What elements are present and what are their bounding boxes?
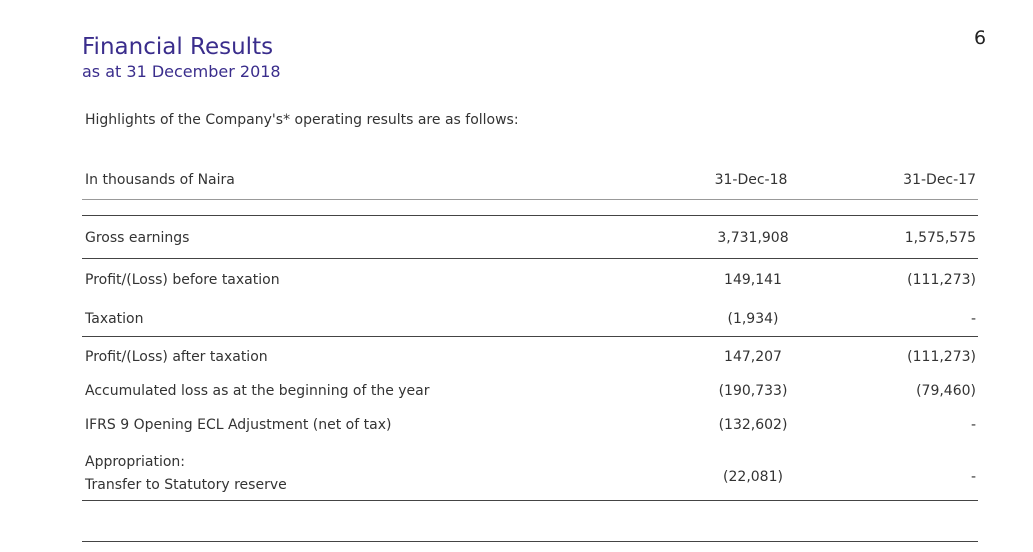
row-label: Transfer to Statutory reserve — [85, 477, 287, 493]
column-header: In thousands of Naira — [85, 172, 235, 188]
row-label: IFRS 9 Opening ECL Adjustment (net of ta… — [85, 417, 392, 433]
row-label: Taxation — [85, 311, 144, 327]
title: Financial Results — [82, 34, 274, 60]
cell-value: - — [970, 469, 976, 485]
row-label: Appropriation: — [85, 454, 186, 470]
divider — [82, 500, 978, 501]
subtitle: as at 31 December 2018 — [82, 62, 281, 81]
cell-value: 1,575,575 — [904, 230, 976, 246]
divider — [82, 215, 978, 216]
cell-value: 149,141 — [724, 272, 782, 288]
cell-value: (79,460) — [916, 383, 976, 399]
divider — [82, 336, 978, 337]
row-label: Gross earnings — [85, 230, 190, 246]
cell-value: (190,733) — [718, 383, 788, 399]
divider — [82, 199, 978, 200]
divider — [82, 541, 978, 542]
page-number: 6 — [974, 27, 987, 49]
divider — [82, 258, 978, 259]
cell-value: (111,273) — [907, 272, 976, 288]
row-label: Accumulated loss as at the beginning of … — [85, 383, 430, 399]
intro-text: Highlights of the Company's* operating r… — [85, 112, 519, 128]
cell-value: - — [970, 417, 976, 433]
cell-value: (132,602) — [718, 417, 788, 433]
cell-value: 3,731,908 — [717, 230, 789, 246]
cell-value: (22,081) — [723, 469, 783, 485]
row-label: Profit/(Loss) before taxation — [85, 272, 280, 288]
column-header: 31-Dec-17 — [903, 172, 976, 188]
cell-value: (1,934) — [727, 311, 779, 327]
cell-value: (111,273) — [907, 349, 976, 365]
column-header: 31-Dec-18 — [714, 172, 788, 188]
row-label: Profit/(Loss) after taxation — [85, 349, 268, 365]
cell-value: 147,207 — [724, 349, 782, 365]
cell-value: - — [970, 311, 976, 327]
